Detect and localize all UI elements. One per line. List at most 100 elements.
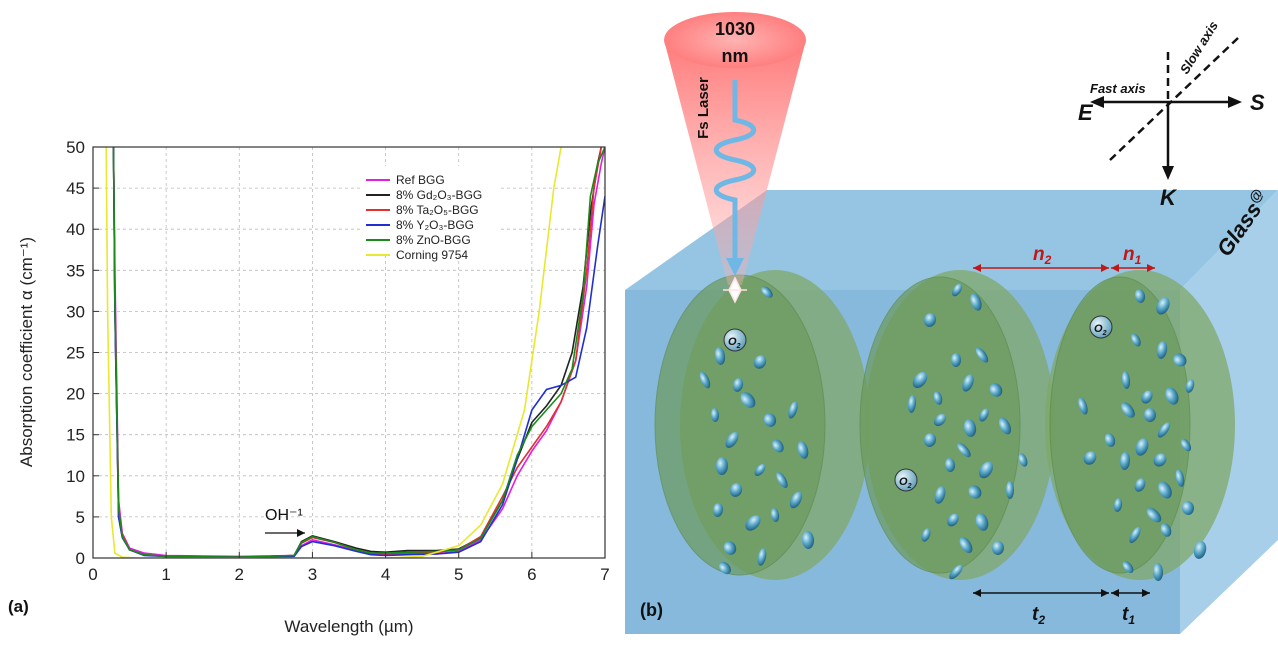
- x-tick-label: 4: [381, 565, 390, 584]
- x-tick-label: 1: [161, 565, 170, 584]
- legend-label: 8% ZnO-BGG: [396, 233, 471, 247]
- nanobubble: [776, 471, 788, 489]
- n-dimension-markers: n2 n1: [973, 244, 1155, 272]
- laser-beam: 1030 nm Fs Laser: [664, 12, 806, 304]
- nanobubble: [1158, 481, 1172, 499]
- nanobubble: [934, 486, 946, 504]
- oh-annotation: OH⁻¹: [265, 507, 305, 537]
- n1-label: n1: [1123, 244, 1142, 267]
- nanobubble: [763, 413, 777, 427]
- focus-spark-icon: [723, 276, 747, 304]
- t2-label: t2: [1032, 604, 1045, 627]
- nanobubble: [979, 461, 993, 479]
- legend-label: 8% Y₂O₃-BGG: [396, 218, 474, 232]
- y-tick-label: 30: [66, 302, 85, 321]
- panel-b-label: (b): [640, 600, 663, 620]
- nanobubble: [933, 413, 947, 427]
- y-tick-label: 5: [76, 508, 85, 527]
- nanobubble: [1006, 481, 1014, 499]
- nanobubble: [1180, 438, 1192, 452]
- legend-label: Corning 9754: [396, 248, 468, 262]
- svg-text:O2: O2: [1094, 323, 1107, 337]
- nanobubble: [1104, 433, 1116, 447]
- nanobubble: [1135, 438, 1149, 456]
- nanobubble: [1181, 501, 1195, 515]
- t-dimension-markers: t2 t1: [973, 589, 1150, 627]
- nanobubble: [999, 417, 1011, 435]
- nanobubble: [975, 347, 989, 363]
- nanobubble: [1156, 297, 1170, 315]
- nanobubble: [950, 353, 962, 367]
- nanobubble: [907, 395, 917, 413]
- nanobubble: [1143, 408, 1157, 422]
- nanobubble: [715, 457, 729, 475]
- nanobubble: [772, 439, 784, 453]
- nanobubble: [979, 408, 989, 422]
- nanobubble: [753, 355, 767, 369]
- laser-wavelength-value: 1030: [715, 19, 755, 39]
- nanobubble: [1173, 353, 1187, 367]
- y-tick-label: 20: [66, 385, 85, 404]
- o2-molecule-2: O2: [894, 468, 918, 492]
- y-tick-label: 50: [66, 138, 85, 157]
- x-tick-label: 3: [308, 565, 317, 584]
- nanobubble: [714, 347, 726, 365]
- nanobubble: [1146, 507, 1162, 523]
- t1-label: t1: [1122, 604, 1135, 627]
- nanobubble: [968, 485, 982, 499]
- glass-top-face: [625, 190, 1278, 290]
- nanobubble: [912, 372, 928, 388]
- nanobubble: [732, 378, 744, 392]
- nanobubble: [1131, 333, 1141, 347]
- nanobubble: [1134, 478, 1146, 492]
- nanobubble: [1122, 561, 1134, 573]
- y-tick-label: 25: [66, 344, 85, 363]
- nanobubble: [975, 513, 989, 531]
- y-tick-label: 40: [66, 220, 85, 239]
- o2-molecule-1: O2: [723, 328, 747, 352]
- nanobubble: [710, 408, 720, 422]
- polarization-axes: E S K Fast axis Slow axis: [1078, 18, 1265, 210]
- legend-label: 8% Ta₂O₅-BGG: [396, 203, 479, 217]
- nanobubble: [1078, 397, 1088, 415]
- nanobubble: [1175, 469, 1185, 487]
- nanobubble: [699, 371, 711, 389]
- e-arrow-icon: [1090, 96, 1104, 108]
- absorption-chart-panel: 0 1 2 3 4 5 6 7 0 5 10 15 20 25 30 35 40 45 50 Wavelength …: [0, 0, 620, 644]
- series-line-6: [105, 147, 562, 558]
- nanobubble: [1156, 341, 1168, 359]
- nanobubble: [1153, 453, 1167, 467]
- nanobubble: [957, 442, 971, 458]
- nanobubble: [951, 283, 963, 297]
- nanobubble: [1160, 523, 1172, 537]
- laser-arrow-icon: [726, 258, 744, 276]
- s-arrow-icon: [1228, 96, 1242, 108]
- oh-annotation-text: OH⁻¹: [265, 507, 303, 524]
- nanobubble: [989, 383, 1003, 397]
- nanobubble: [933, 391, 943, 405]
- axis-k-label: K: [1160, 185, 1178, 210]
- y-tick-label: 35: [66, 261, 85, 280]
- nanobubble: [770, 508, 780, 522]
- nanobubble: [1129, 526, 1141, 544]
- nanobubble: [754, 464, 766, 476]
- x-tick-label: 5: [454, 565, 463, 584]
- nanobubble: [963, 419, 977, 437]
- nanobubble: [1185, 379, 1195, 393]
- nanobubble: [1121, 402, 1135, 418]
- nanobubble: [947, 513, 959, 527]
- modified-region-1: [654, 270, 870, 580]
- nanobubble: [745, 515, 761, 531]
- nanobubble: [1152, 563, 1164, 581]
- nanobubble: [962, 374, 974, 392]
- nanobubble: [1157, 422, 1171, 438]
- nanobubble: [1121, 371, 1131, 389]
- nanobubble: [1018, 453, 1028, 467]
- svg-text:O2: O2: [728, 336, 741, 350]
- y-tick-label: 0: [76, 549, 85, 568]
- nanobubble: [923, 433, 937, 447]
- legend-label: 8% Gd₂O₃-BGG: [396, 188, 482, 202]
